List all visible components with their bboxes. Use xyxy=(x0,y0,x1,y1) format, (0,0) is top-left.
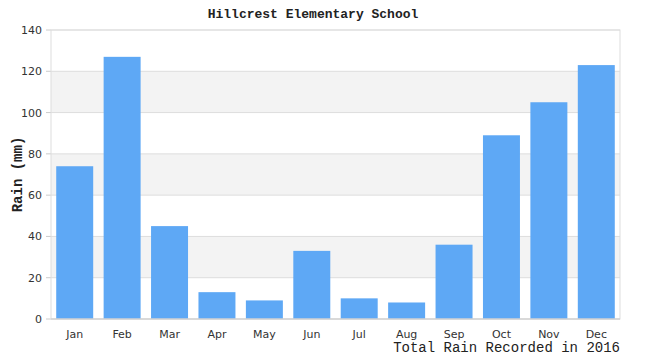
x-tick-label: Jan xyxy=(65,328,83,341)
chart: 020406080100120140JanFebMarAprMayJunJulA… xyxy=(0,0,650,360)
y-tick-label: 80 xyxy=(28,148,42,161)
bar xyxy=(341,298,378,319)
y-axis-label: Rain (mm) xyxy=(10,137,26,213)
bar xyxy=(293,251,330,319)
grid-line xyxy=(51,319,620,320)
y-tick xyxy=(46,112,51,113)
y-tick-label: 60 xyxy=(28,189,42,202)
y-tick-label: 120 xyxy=(21,65,42,78)
plot-frame xyxy=(51,30,620,319)
bar xyxy=(56,166,93,319)
y-tick-label: 140 xyxy=(21,24,42,37)
plot-background xyxy=(51,30,620,319)
y-tick-label: 0 xyxy=(35,313,42,326)
bar xyxy=(151,226,188,319)
chart-container: 020406080100120140JanFebMarAprMayJunJulA… xyxy=(0,0,650,360)
bar xyxy=(578,65,615,319)
y-tick xyxy=(46,236,51,237)
x-tick-label: Apr xyxy=(207,328,227,341)
bar xyxy=(104,57,141,319)
x-tick-label: Feb xyxy=(112,328,131,341)
x-axis-label: Total Rain Recorded in 2016 xyxy=(393,340,620,356)
title: Hillcrest Elementary School xyxy=(208,7,419,22)
y-tick xyxy=(46,30,51,31)
y-tick-label: 20 xyxy=(28,272,42,285)
y-tick xyxy=(46,153,51,154)
bars xyxy=(56,57,615,319)
y-tick xyxy=(46,71,51,72)
y-tick xyxy=(46,277,51,278)
x-tick-label: May xyxy=(253,328,276,341)
y-tick xyxy=(46,319,51,320)
x-axis xyxy=(51,319,620,320)
x-tick-label: Jun xyxy=(302,328,320,341)
x-tick-label: Jul xyxy=(352,328,366,341)
bar xyxy=(246,300,283,319)
y-tick-label: 40 xyxy=(28,230,42,243)
y-tick xyxy=(46,195,51,196)
bar xyxy=(530,102,567,319)
y-tick-label: 100 xyxy=(21,107,42,120)
bar xyxy=(483,135,520,319)
bar xyxy=(198,292,235,319)
x-tick-label: Mar xyxy=(159,328,180,341)
bar xyxy=(436,245,473,319)
bar xyxy=(388,302,425,319)
